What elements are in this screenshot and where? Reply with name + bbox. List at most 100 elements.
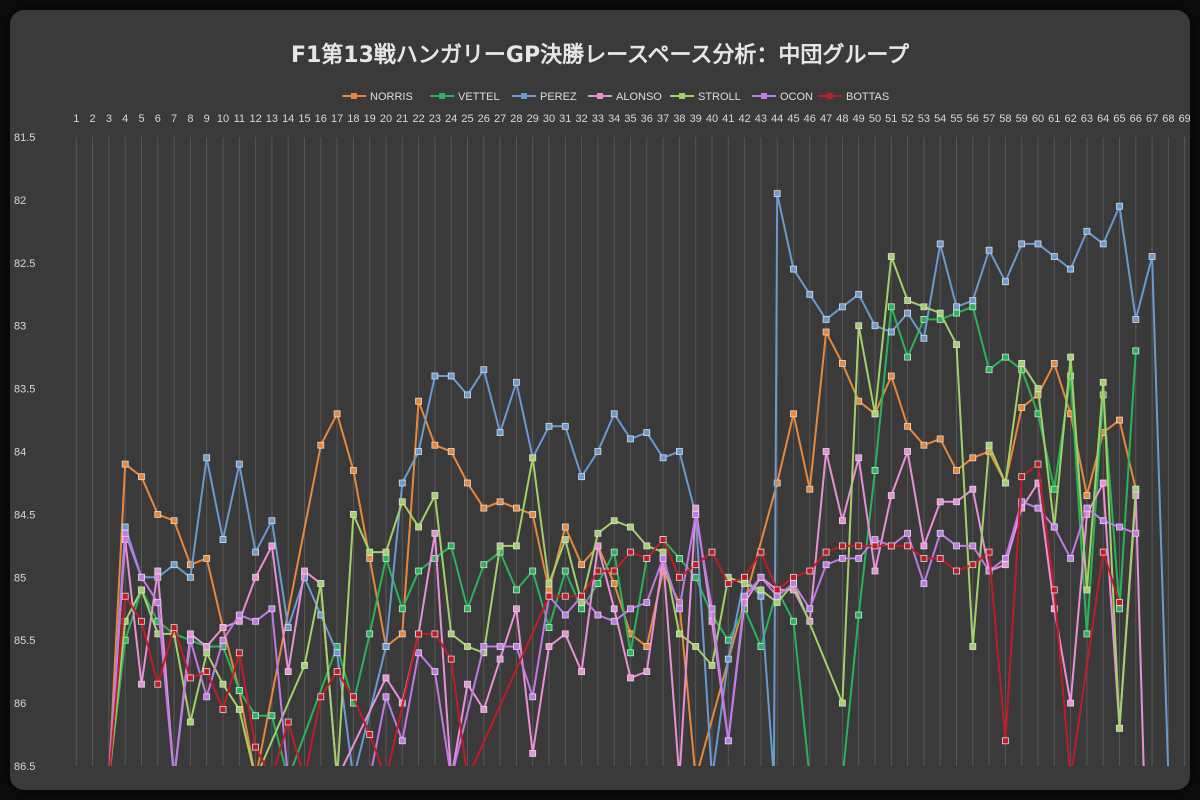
y-tick-label: 84	[14, 447, 26, 459]
data-point	[1050, 359, 1058, 367]
data-point	[480, 706, 488, 713]
legend-label: BOTTAS	[846, 91, 889, 103]
data-point	[610, 605, 618, 613]
chart-title: F1第13戦ハンガリーGP決勝レースペース分析：中団グループ	[291, 42, 910, 68]
data-point	[1002, 353, 1009, 361]
data-point	[1067, 372, 1074, 380]
data-point	[431, 492, 439, 499]
data-point	[855, 322, 863, 330]
data-point	[839, 699, 846, 707]
data-point	[1148, 253, 1156, 260]
data-point	[822, 448, 830, 455]
data-point	[545, 643, 553, 650]
data-point	[415, 649, 423, 657]
data-point	[936, 309, 944, 317]
data-point	[1132, 315, 1140, 323]
data-point	[594, 580, 602, 587]
data-point	[904, 542, 911, 550]
data-point	[953, 542, 960, 550]
y-tick-label: 81.5	[14, 132, 35, 144]
data-point	[496, 429, 504, 437]
data-point	[969, 303, 977, 311]
data-point	[268, 517, 276, 525]
x-tick-label: 59	[1016, 113, 1028, 125]
x-tick-label: 47	[820, 113, 832, 125]
data-point	[790, 410, 797, 418]
data-point	[545, 586, 553, 594]
data-point	[822, 315, 830, 323]
x-tick-label: 51	[885, 113, 897, 125]
data-point	[398, 605, 406, 613]
data-point	[1050, 605, 1058, 613]
legend-label: PEREZ	[540, 91, 577, 103]
data-point	[186, 630, 194, 638]
data-point	[904, 529, 911, 537]
data-point	[610, 580, 618, 587]
x-tick-label: 14	[282, 113, 294, 125]
data-point	[969, 643, 977, 650]
x-tick-label: 25	[461, 113, 473, 125]
data-point	[219, 636, 227, 644]
data-point	[349, 510, 357, 518]
data-point	[1050, 586, 1058, 594]
data-point	[512, 504, 520, 512]
data-point	[627, 649, 634, 657]
data-point	[985, 567, 993, 575]
x-tick-label: 69	[1179, 113, 1190, 125]
data-point	[969, 485, 977, 493]
data-point	[578, 561, 585, 569]
data-point	[138, 586, 145, 594]
data-point	[692, 561, 700, 569]
data-point	[773, 479, 781, 487]
data-point	[920, 441, 928, 449]
y-tick-label: 82	[14, 195, 26, 207]
data-point	[1002, 555, 1009, 562]
data-point	[936, 435, 944, 443]
x-tick-label: 7	[171, 113, 177, 125]
x-tick-label: 32	[575, 113, 587, 125]
data-point	[252, 548, 260, 556]
data-point	[203, 643, 211, 650]
x-tick-label: 30	[543, 113, 555, 125]
x-tick-label: 33	[592, 113, 604, 125]
data-point	[708, 548, 716, 556]
data-point	[447, 542, 455, 550]
x-tick-label: 50	[869, 113, 881, 125]
data-point	[773, 190, 781, 198]
data-point	[969, 454, 977, 462]
data-point	[284, 624, 292, 631]
data-point	[186, 573, 194, 581]
x-tick-label: 53	[918, 113, 930, 125]
data-point	[855, 542, 863, 550]
data-point	[1083, 630, 1091, 638]
data-point	[578, 599, 585, 606]
x-tick-label: 60	[1032, 113, 1044, 125]
data-point	[268, 605, 276, 613]
legend-label: OCON	[780, 91, 813, 103]
data-point	[1099, 517, 1107, 525]
data-point	[578, 668, 585, 675]
x-tick-label: 17	[331, 113, 343, 125]
x-tick-label: 13	[266, 113, 278, 125]
data-point	[904, 297, 911, 304]
data-point	[724, 737, 732, 745]
data-point	[512, 542, 520, 550]
data-point	[464, 605, 471, 613]
x-tick-label: 67	[1146, 113, 1158, 125]
data-point	[757, 586, 765, 594]
data-point	[627, 605, 634, 613]
data-point	[545, 592, 553, 600]
data-point	[985, 246, 993, 254]
x-tick-label: 35	[624, 113, 636, 125]
data-point	[920, 542, 928, 550]
data-point	[219, 624, 227, 631]
data-point	[659, 454, 667, 462]
data-point	[447, 448, 455, 455]
data-point	[806, 290, 814, 298]
data-point	[643, 668, 651, 675]
x-tick-label: 3	[106, 113, 112, 125]
data-point	[936, 555, 944, 562]
data-point	[627, 523, 634, 531]
x-tick-label: 8	[187, 113, 193, 125]
data-point	[1099, 378, 1107, 386]
